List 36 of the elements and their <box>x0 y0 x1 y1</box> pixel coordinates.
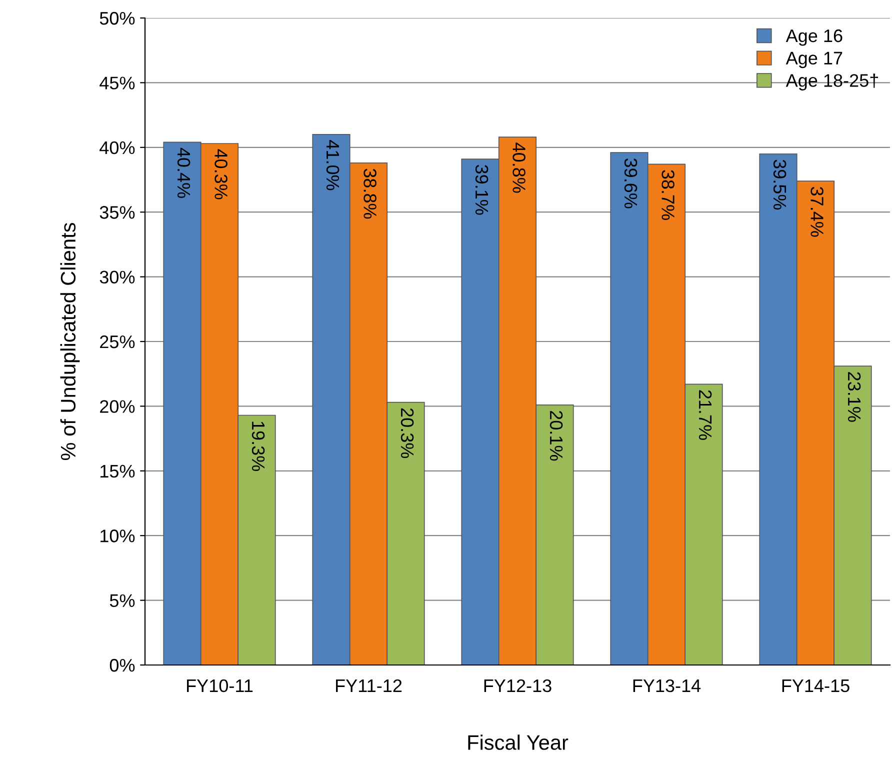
data-label: 41.0% <box>326 140 340 190</box>
y-tick-label: 0% <box>110 658 135 672</box>
x-tick-label: FY12-13 <box>484 679 552 692</box>
data-label: 19.3% <box>252 422 265 471</box>
data-label: 40.3% <box>214 149 228 200</box>
y-tick-label: 10% <box>100 530 135 542</box>
y-tick-label: 5% <box>110 594 135 608</box>
x-axis-title: Fiscal Year <box>468 734 568 750</box>
data-label: 38.8% <box>364 168 376 219</box>
data-label: 37.4% <box>810 186 824 237</box>
data-label: 38.7% <box>662 170 674 220</box>
data-label: 20.1% <box>550 410 563 461</box>
x-tick-label: FY10-11 <box>187 679 253 692</box>
x-tick-label: FY13-14 <box>633 679 701 692</box>
data-label: 20.3% <box>400 408 414 458</box>
x-tick-label: FY11-12 <box>336 679 402 692</box>
x-tick-label: FY14-15 <box>782 680 850 692</box>
legend-label: Age 18-25† <box>786 74 878 90</box>
data-label: 23.1% <box>848 372 861 422</box>
data-label: 21.7% <box>698 390 712 440</box>
y-tick-label: 25% <box>100 335 135 348</box>
data-label: 40.8% <box>512 142 526 193</box>
data-label: 40.4% <box>177 148 190 198</box>
y-axis-title: % of Unduplicated Clients <box>60 222 80 460</box>
y-tick-label: 50% <box>100 12 135 25</box>
y-tick-label: 30% <box>100 270 135 284</box>
y-tick-label: 45% <box>100 76 135 90</box>
y-tick-label: 35% <box>100 206 135 219</box>
data-label: 39.5% <box>773 160 786 210</box>
y-tick-label: 15% <box>100 464 135 478</box>
legend-label: Age 17 <box>786 52 842 68</box>
y-tick-label: 20% <box>100 400 135 413</box>
legend-label: Age 16 <box>786 29 842 46</box>
data-label: 39.1% <box>475 164 488 215</box>
y-tick-label: 40% <box>100 141 135 154</box>
data-label: 39.6% <box>624 158 638 208</box>
